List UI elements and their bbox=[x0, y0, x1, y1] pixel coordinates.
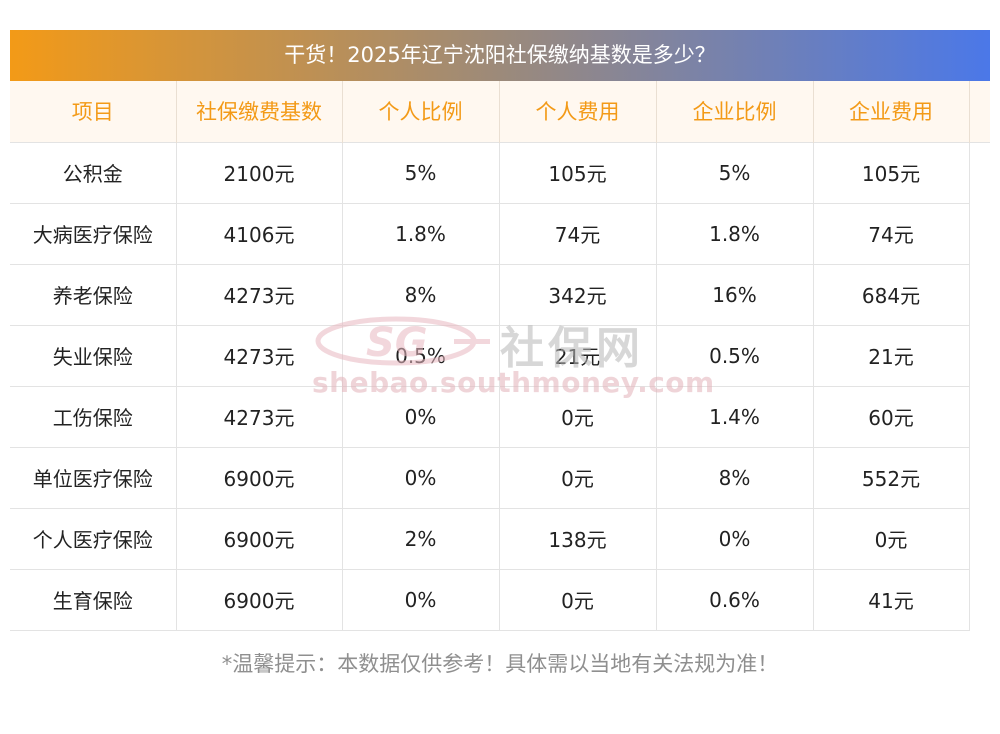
cell-personal-cost: 0元 bbox=[499, 447, 657, 509]
cell-company-rate: 1.4% bbox=[656, 386, 814, 448]
cell-base: 6900元 bbox=[176, 447, 343, 509]
cell-personal-cost: 74元 bbox=[499, 203, 657, 265]
cell-company-cost: 552元 bbox=[813, 447, 970, 509]
cell-spacer bbox=[969, 264, 990, 325]
cell-spacer bbox=[969, 203, 990, 264]
cell-personal-cost: 0元 bbox=[499, 386, 657, 448]
cell-personal-rate: 0% bbox=[342, 386, 500, 448]
cell-company-rate: 5% bbox=[656, 141, 814, 204]
cell-company-rate: 0.6% bbox=[656, 569, 814, 631]
cell-personal-cost: 21元 bbox=[499, 325, 657, 387]
cell-company-rate: 8% bbox=[656, 447, 814, 509]
cell-base: 6900元 bbox=[176, 508, 343, 570]
cell-spacer bbox=[969, 325, 990, 386]
cell-item: 失业保险 bbox=[10, 325, 177, 387]
cell-item: 生育保险 bbox=[10, 569, 177, 631]
cell-company-rate: 0.5% bbox=[656, 325, 814, 387]
cell-base: 2100元 bbox=[176, 141, 343, 204]
cell-company-rate: 0% bbox=[656, 508, 814, 570]
cell-spacer bbox=[969, 141, 990, 203]
table-row: 失业保险 4273元 0.5% 21元 0.5% 21元 bbox=[10, 325, 990, 387]
cell-item: 大病医疗保险 bbox=[10, 203, 177, 265]
table-row: 个人医疗保险 6900元 2% 138元 0% 0元 bbox=[10, 508, 990, 570]
cell-base: 4273元 bbox=[176, 386, 343, 448]
cell-personal-rate: 1.8% bbox=[342, 203, 500, 265]
cell-spacer bbox=[969, 569, 990, 630]
cell-personal-rate: 2% bbox=[342, 508, 500, 570]
table-header-row: 项目 社保缴费基数 个人比例 个人费用 企业比例 企业费用 bbox=[10, 81, 990, 142]
cell-personal-cost: 105元 bbox=[499, 141, 657, 204]
header-personal-rate: 个人比例 bbox=[342, 81, 500, 142]
cell-personal-rate: 0% bbox=[342, 569, 500, 631]
title-banner: 干货！2025年辽宁沈阳社保缴纳基数是多少？ bbox=[10, 30, 990, 81]
header-personal-cost: 个人费用 bbox=[499, 81, 657, 142]
table-row: 单位医疗保险 6900元 0% 0元 8% 552元 bbox=[10, 447, 990, 509]
cell-spacer bbox=[969, 508, 990, 569]
header-spacer bbox=[969, 81, 990, 142]
cell-company-rate: 16% bbox=[656, 264, 814, 326]
cell-company-cost: 105元 bbox=[813, 141, 970, 204]
cell-item: 个人医疗保险 bbox=[10, 508, 177, 570]
table-row: 公积金 2100元 5% 105元 5% 105元 bbox=[10, 141, 990, 204]
cell-personal-rate: 5% bbox=[342, 141, 500, 204]
cell-spacer bbox=[969, 447, 990, 508]
cell-item: 工伤保险 bbox=[10, 386, 177, 448]
cell-company-cost: 60元 bbox=[813, 386, 970, 448]
cell-item: 养老保险 bbox=[10, 264, 177, 326]
cell-spacer bbox=[969, 386, 990, 447]
footnote: *温馨提示：本数据仅供参考！具体需以当地有关法规为准！ bbox=[221, 652, 779, 676]
cell-company-cost: 41元 bbox=[813, 569, 970, 631]
cell-personal-cost: 138元 bbox=[499, 508, 657, 570]
cell-company-cost: 21元 bbox=[813, 325, 970, 387]
cell-company-cost: 0元 bbox=[813, 508, 970, 570]
cell-personal-cost: 0元 bbox=[499, 569, 657, 631]
cell-personal-rate: 8% bbox=[342, 264, 500, 326]
table-row: 生育保险 6900元 0% 0元 0.6% 41元 bbox=[10, 569, 990, 631]
header-company-rate: 企业比例 bbox=[656, 81, 814, 142]
cell-personal-rate: 0.5% bbox=[342, 325, 500, 387]
page-title: 干货！2025年辽宁沈阳社保缴纳基数是多少？ bbox=[284, 43, 716, 67]
header-base: 社保缴费基数 bbox=[176, 81, 343, 142]
cell-base: 4106元 bbox=[176, 203, 343, 265]
cell-base: 4273元 bbox=[176, 325, 343, 387]
header-company-cost: 企业费用 bbox=[813, 81, 970, 142]
cell-company-cost: 74元 bbox=[813, 203, 970, 265]
cell-company-rate: 1.8% bbox=[656, 203, 814, 265]
table-row: 大病医疗保险 4106元 1.8% 74元 1.8% 74元 bbox=[10, 203, 990, 265]
cell-base: 6900元 bbox=[176, 569, 343, 631]
header-item: 项目 bbox=[10, 81, 177, 142]
cell-company-cost: 684元 bbox=[813, 264, 970, 326]
social-insurance-table: 项目 社保缴费基数 个人比例 个人费用 企业比例 企业费用 公积金 2100元 … bbox=[10, 81, 990, 631]
table-row: 工伤保险 4273元 0% 0元 1.4% 60元 bbox=[10, 386, 990, 448]
table-row: 养老保险 4273元 8% 342元 16% 684元 bbox=[10, 264, 990, 326]
cell-item: 单位医疗保险 bbox=[10, 447, 177, 509]
cell-item: 公积金 bbox=[10, 141, 177, 204]
cell-base: 4273元 bbox=[176, 264, 343, 326]
cell-personal-rate: 0% bbox=[342, 447, 500, 509]
cell-personal-cost: 342元 bbox=[499, 264, 657, 326]
